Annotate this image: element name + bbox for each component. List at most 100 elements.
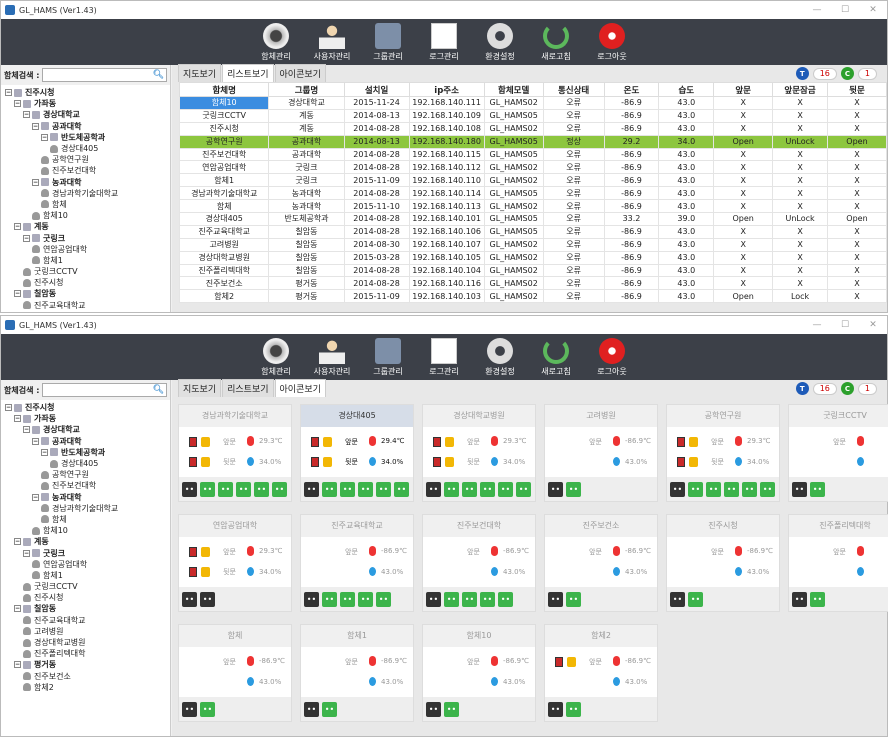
tree-node[interactable]: 함체10 [5, 210, 166, 221]
toolbar-button[interactable]: 로그관리 [416, 338, 472, 377]
maximize-icon[interactable]: ☐ [840, 320, 850, 330]
toolbar-button[interactable]: 그룹관리 [360, 23, 416, 62]
toolbar-button[interactable]: 그룹관리 [360, 338, 416, 377]
expand-toggle-icon[interactable]: − [14, 605, 21, 613]
tree-node[interactable]: − 공과대학 [5, 121, 166, 132]
maximize-icon[interactable]: ☐ [840, 5, 850, 15]
outlet-icon[interactable]: •• [548, 481, 563, 497]
tree-node[interactable]: 경남과학기술대학교 [5, 503, 166, 514]
tab-list[interactable]: 리스트보기 [222, 64, 274, 82]
expand-toggle-icon[interactable]: − [41, 133, 48, 141]
outlet-icon[interactable]: •• [322, 591, 337, 607]
outlet-icon[interactable]: •• [376, 591, 391, 607]
column-header[interactable]: 함체모델 [483, 82, 544, 97]
outlet-icon[interactable]: •• [480, 591, 495, 607]
expand-toggle-icon[interactable]: − [5, 89, 12, 97]
tree-node[interactable]: 함체2 [5, 682, 166, 693]
expand-toggle-icon[interactable]: − [32, 437, 39, 445]
device-card[interactable]: 연암공업대학 앞문 뒷문 29.3℃ 34.0% •• •• [178, 514, 292, 612]
close-icon[interactable]: ✕ [869, 320, 877, 330]
outlet-icon[interactable]: •• [462, 481, 477, 497]
table-row[interactable]: 진주보건대학 공과대학 2014-08-28 192.168.140.115 GL_HA… [178, 147, 888, 162]
device-card[interactable]: 경상대405 앞문 뒷문 29.4℃ 34.0% •• •• •• •• •• •• [300, 404, 414, 502]
device-card[interactable]: 경상대학교병원 앞문 뒷문 29.3℃ 34.0% •• •• •• •• •• •• [422, 404, 536, 502]
tree-node[interactable]: 고려병원 [5, 626, 166, 637]
toolbar-button[interactable]: 함체관리 [248, 338, 304, 377]
column-header[interactable]: 그룹명 [268, 82, 345, 97]
expand-toggle-icon[interactable]: − [14, 290, 21, 298]
tree-node[interactable]: 경상대405 [5, 458, 166, 469]
tree-node[interactable]: 연암공업대학 [5, 559, 166, 570]
toolbar-button[interactable]: 사용자관리 [304, 23, 360, 62]
device-card[interactable]: 진주시청 앞문 -86.9℃ 43.0% •• •• [666, 514, 780, 612]
outlet-icon[interactable]: •• [182, 481, 197, 497]
tab-map[interactable]: 지도보기 [178, 64, 222, 82]
outlet-icon[interactable]: •• [742, 481, 757, 497]
expand-toggle-icon[interactable]: − [14, 223, 21, 231]
column-header[interactable]: 습도 [658, 82, 715, 97]
tree-node[interactable]: 진주보건대학 [5, 480, 166, 491]
c-count[interactable]: 1 [857, 382, 877, 395]
outlet-icon[interactable]: •• [810, 591, 825, 607]
tree-node[interactable]: 함체 [5, 199, 166, 210]
expand-toggle-icon[interactable]: − [32, 122, 39, 130]
column-header[interactable]: 앞문 [713, 82, 774, 97]
table-row[interactable]: 경상대405 반도체공학과 2014-08-28 192.168.140.101 GL_… [178, 212, 888, 226]
outlet-icon[interactable]: •• [548, 701, 563, 717]
tree-node[interactable]: 진주시청 [5, 592, 166, 603]
tree-node[interactable]: 진주보건대학 [5, 165, 166, 176]
c-count[interactable]: 1 [857, 67, 877, 80]
outlet-icon[interactable]: •• [724, 481, 739, 497]
outlet-icon[interactable]: •• [322, 481, 337, 497]
expand-toggle-icon[interactable]: − [32, 178, 39, 186]
tree-node[interactable]: − 평거동 [5, 659, 166, 670]
toolbar-button[interactable]: 환경설정 [472, 338, 528, 377]
table-row[interactable]: 경상대학교병원 칠암동 2015-03-28 192.168.140.105 GL_HA… [178, 250, 888, 265]
tree-node[interactable]: 함체10 [5, 525, 166, 536]
outlet-icon[interactable]: •• [706, 481, 721, 497]
toolbar-button[interactable]: 로그관리 [416, 23, 472, 62]
expand-toggle-icon[interactable]: − [23, 426, 30, 434]
tree-node[interactable]: − 진주시청 [5, 87, 166, 98]
tab-icon[interactable]: 아이콘보기 [274, 379, 326, 397]
table-row[interactable]: 진주보건소 평거동 2014-08-28 192.168.140.116 GL_HAMS… [178, 276, 888, 291]
tree-node[interactable]: − 굿링크 [5, 232, 166, 243]
tree-node[interactable]: 진주교육대학교 [5, 300, 166, 311]
tree-node[interactable]: − 농과대학 [5, 492, 166, 503]
device-card[interactable]: 진주보건소 앞문 -86.9℃ 43.0% •• •• [544, 514, 658, 612]
outlet-icon[interactable]: •• [670, 481, 685, 497]
tab-list[interactable]: 리스트보기 [222, 379, 274, 397]
tree-node[interactable]: − 계동 [5, 536, 166, 547]
outlet-icon[interactable]: •• [688, 591, 703, 607]
search-input[interactable]: 🔍︎ [42, 383, 167, 397]
table-row[interactable]: 공학연구원 공과대학 2014-08-13 192.168.140.180 GL_HAM… [178, 134, 888, 149]
outlet-icon[interactable]: •• [272, 481, 287, 497]
outlet-icon[interactable]: •• [426, 481, 441, 497]
toolbar-button[interactable]: 환경설정 [472, 23, 528, 62]
tree-node[interactable]: − 칠암동 [5, 603, 166, 614]
expand-toggle-icon[interactable]: − [14, 538, 21, 546]
outlet-icon[interactable]: •• [358, 481, 373, 497]
column-header[interactable]: 앞문잠금 [772, 82, 828, 97]
expand-toggle-icon[interactable]: − [14, 415, 21, 423]
search-icon[interactable]: 🔍︎ [152, 385, 164, 395]
table-row[interactable]: 함체 농과대학 2015-11-10 192.168.140.113 GL_HAMS02… [178, 199, 888, 214]
outlet-icon[interactable]: •• [688, 481, 703, 497]
table-row[interactable]: 경남과학기술대학교 농과대학 2014-08-28 192.168.140.114 GL… [178, 186, 888, 201]
outlet-icon[interactable]: •• [200, 591, 215, 607]
outlet-icon[interactable]: •• [670, 591, 685, 607]
tree-node[interactable]: 진주폴리텍대학 [5, 648, 166, 659]
outlet-icon[interactable]: •• [340, 481, 355, 497]
device-card[interactable]: 함체10 앞문 -86.9℃ 43.0% •• •• [422, 624, 536, 722]
expand-toggle-icon[interactable]: − [5, 404, 12, 412]
outlet-icon[interactable]: •• [394, 481, 409, 497]
outlet-icon[interactable]: •• [304, 701, 319, 717]
toolbar-button[interactable]: 함체관리 [248, 23, 304, 62]
outlet-icon[interactable]: •• [340, 591, 355, 607]
search-input[interactable]: 🔍︎ [42, 68, 167, 82]
outlet-icon[interactable]: •• [200, 481, 215, 497]
device-card[interactable]: 경남과학기술대학교 앞문 뒷문 29.3℃ 34.0% •• •• •• •• •• •• [178, 404, 292, 502]
table-row[interactable]: 함체2 평거동 2015-11-09 192.168.140.103 GL_HAMS02… [178, 289, 888, 304]
table-row[interactable]: 고려병원 칠암동 2014-08-30 192.168.140.107 GL_HAMS0… [178, 237, 888, 252]
t-count[interactable]: 16 [812, 382, 837, 395]
